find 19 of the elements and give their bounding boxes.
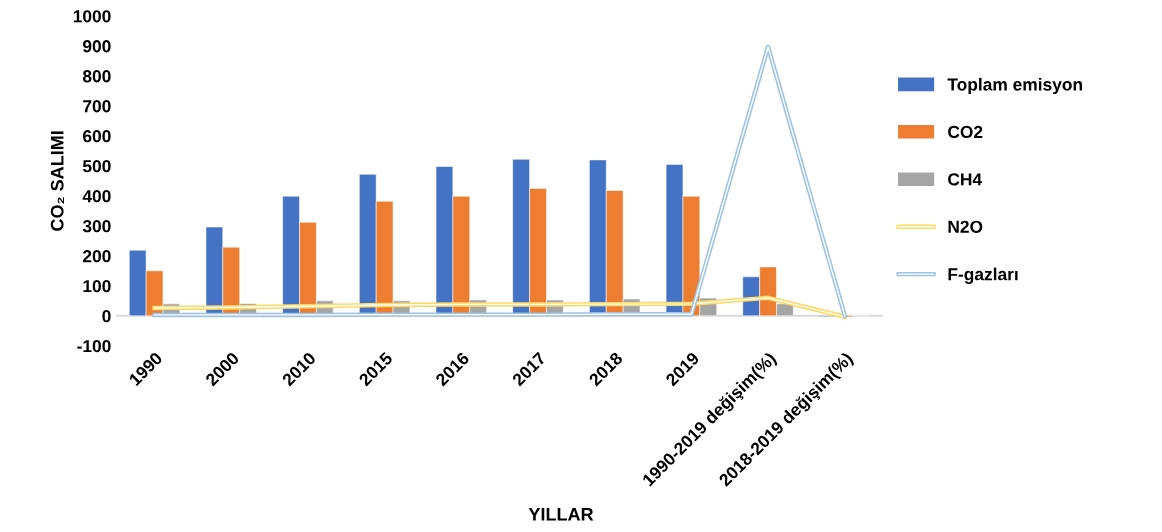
y-tick-label: 900 xyxy=(82,40,111,53)
y-tick-label: 400 xyxy=(82,190,111,203)
legend-label: N2O xyxy=(948,220,983,233)
y-tick-label: 0 xyxy=(102,309,111,323)
y-axis-title: CO₂ SALIMI xyxy=(50,131,64,231)
y-tick-label: -100 xyxy=(77,339,111,353)
y-tick-label: 800 xyxy=(82,70,111,83)
y-tick-label: 200 xyxy=(82,250,111,263)
y-tick-label: 500 xyxy=(82,160,111,173)
y-tick-label: 600 xyxy=(83,130,111,143)
legend-label: F-gazları xyxy=(948,267,1018,284)
y-tick-label: 300 xyxy=(82,220,111,233)
y-tick-label: 700 xyxy=(83,100,111,113)
legend-label: Toplam emisyon xyxy=(947,77,1082,95)
y-tick-label: 100 xyxy=(83,280,111,293)
x-axis-title: YILLAR xyxy=(528,508,594,521)
legend-label: CH4 xyxy=(948,173,982,186)
y-tick-label: 1000 xyxy=(73,10,111,23)
legend-label: CO2 xyxy=(948,125,983,139)
